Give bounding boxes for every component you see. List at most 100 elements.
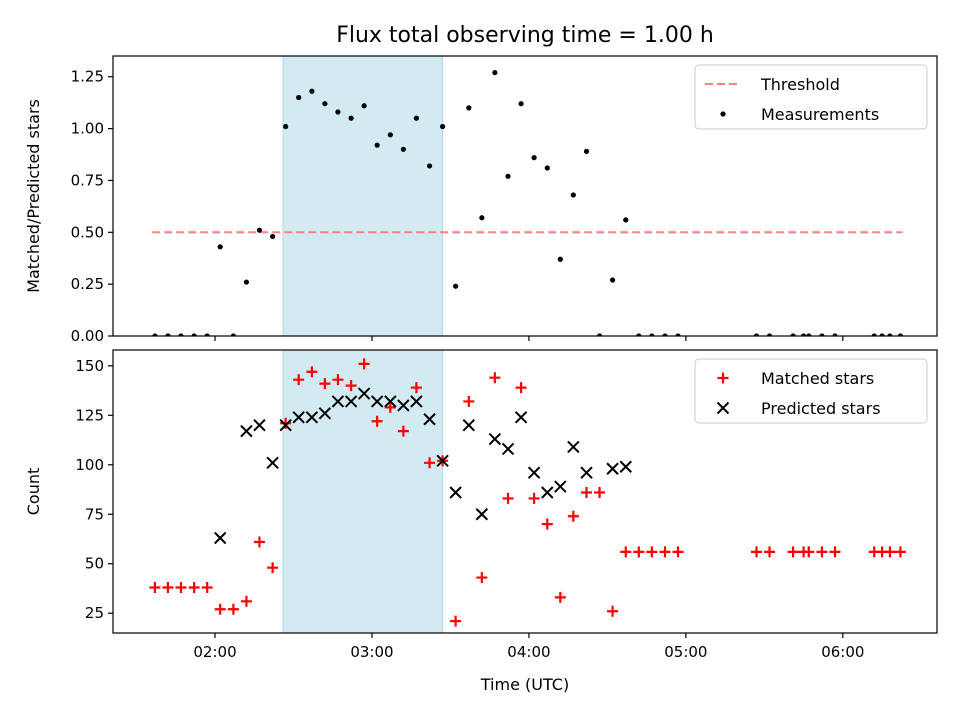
matched-stars-point [502, 492, 514, 504]
x-tick-label: 03:00 [350, 643, 393, 661]
matched-stars-point [280, 417, 292, 429]
predicted-stars-point [514, 411, 528, 424]
y-tick-label: 0.50 [71, 223, 104, 241]
bottom-panel-counts: 25 50 75 100 125 150 02:00 03:00 04:00 05:00 06:00… [24, 349, 938, 694]
predicted-stars-point [410, 395, 423, 408]
matched-stars-point [816, 546, 828, 558]
legend-measurements-swatch [720, 111, 726, 117]
predicted-stars-point [488, 432, 502, 446]
matched-stars-point [345, 380, 357, 392]
matched-stars-point [463, 395, 475, 407]
predicted-stars-point [344, 395, 358, 408]
matched-stars-point [764, 546, 776, 558]
matched-stars-point [175, 581, 187, 593]
predicted-stars-point [331, 395, 345, 408]
measurements-point [374, 142, 380, 148]
legend-box [694, 358, 928, 424]
measurements-point [466, 105, 472, 111]
x-axis-label: Time (UTC) [480, 675, 569, 694]
measurements-point [270, 233, 276, 240]
matched-stars-point [424, 457, 436, 469]
measurements-point [309, 88, 315, 94]
measurements-point [348, 115, 354, 121]
measurements-point [505, 173, 511, 179]
matched-stars-point [162, 581, 174, 593]
measurements-point [675, 333, 681, 336]
predicted-stars-point [253, 418, 266, 432]
predicted-stars-point [266, 456, 279, 470]
matched-stars-point [567, 510, 579, 522]
measurements-point [609, 277, 616, 283]
predicted-stars-point [580, 466, 593, 479]
measurements-point [596, 333, 603, 336]
measurements-point [570, 192, 576, 198]
legend-label: Matched stars [761, 369, 874, 388]
matched-stars-point [410, 382, 422, 394]
matched-stars-point [884, 546, 896, 558]
legend-label: Threshold [760, 75, 840, 94]
measurements-point [283, 123, 289, 130]
measurements-point [256, 227, 263, 233]
predicted-stars-point [606, 462, 619, 475]
measurements-point [217, 244, 223, 250]
predicted-stars-point [292, 411, 305, 424]
measurements-point [753, 333, 760, 336]
matched-stars-point [476, 572, 488, 584]
measurements-point [879, 333, 885, 336]
y-tick-label: 75 [85, 505, 104, 523]
measurements-point [819, 333, 825, 336]
matched-stars-point [829, 546, 841, 558]
matched-stars-point [450, 615, 462, 627]
predicted-stars-point [449, 486, 462, 499]
measurements-point [361, 103, 367, 109]
legend-box [694, 64, 928, 130]
matched-stars-point [371, 415, 383, 427]
legend-label: Predicted stars [761, 399, 881, 418]
y-tick-label: 1.25 [71, 68, 104, 86]
measurements-point [178, 333, 184, 336]
matched-stars-point [672, 546, 684, 558]
x-tick-label: 06:00 [821, 643, 864, 661]
predicted-stars-point [554, 480, 567, 493]
x-tick-label: 05:00 [664, 643, 707, 661]
measurements-point [204, 333, 210, 336]
matched-stars-point [594, 486, 606, 498]
predicted-stars-point [423, 413, 436, 426]
matched-stars-point [149, 581, 161, 593]
y-axis-label: Matched/Predicted stars [24, 99, 43, 293]
matched-stars-point [332, 374, 344, 386]
legend: Threshold Measurements [694, 64, 928, 130]
measurements-point [897, 333, 904, 336]
matched-stars-point [607, 605, 619, 617]
matched-stars-point [620, 546, 632, 558]
matched-stars-point [894, 546, 906, 558]
predicted-stars-point [279, 418, 292, 432]
legend-label: Measurements [761, 105, 879, 124]
y-tick-label: 0.75 [71, 171, 104, 189]
measurements-point [453, 283, 459, 289]
y-tick-label: 125 [75, 406, 104, 424]
predicted-stars-point [397, 399, 410, 412]
measurements-point [636, 333, 642, 336]
matched-stars-point [541, 518, 553, 530]
predicted-stars-point [541, 486, 554, 499]
measurements-point [800, 333, 807, 336]
legend-predicted-swatch [716, 401, 730, 415]
predicted-stars-point [357, 387, 371, 400]
measurements-point [243, 279, 250, 285]
observing-window-span [282, 349, 444, 634]
matched-stars-point [214, 603, 226, 615]
observing-window-span [282, 55, 444, 337]
x-tick-label: 02:00 [193, 643, 236, 661]
measurements-point [165, 333, 171, 336]
measurements-point [832, 333, 838, 336]
matched-stars-point [240, 595, 252, 607]
matched-stars-point [803, 546, 815, 558]
measurements-point [387, 132, 393, 138]
measurements-point [152, 333, 158, 336]
measurements-point [191, 333, 197, 336]
matched-stars-point [293, 374, 305, 386]
measurements-point [400, 146, 406, 152]
predicted-stars-point [240, 424, 253, 438]
